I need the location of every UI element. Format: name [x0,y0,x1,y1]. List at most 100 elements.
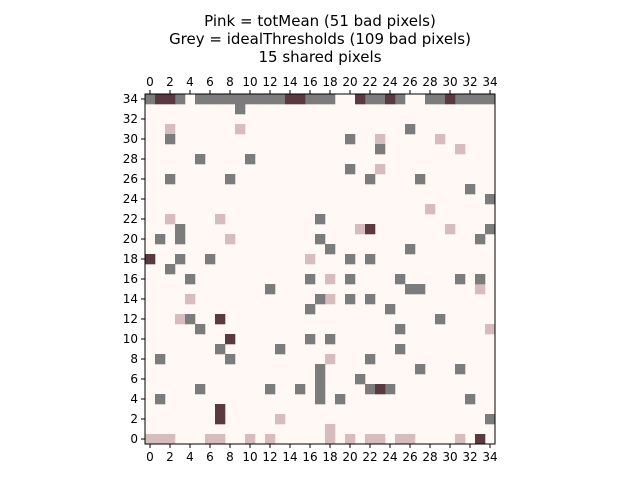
grey-bad-pixel [195,94,206,105]
pink-bad-pixel [325,294,336,305]
x-tick-label-bottom: 6 [206,450,214,464]
grey-bad-pixel [355,374,366,385]
x-tick-label-top: 12 [262,75,277,89]
shared-bad-pixel [215,414,226,425]
pink-bad-pixel [185,294,196,305]
pink-bad-pixel [215,214,226,225]
pink-bad-pixel [475,284,486,295]
x-tick-label-bottom: 12 [262,450,277,464]
y-tick-label: 32 [123,112,138,126]
pink-bad-pixel [375,164,386,175]
x-tick-label-bottom: 28 [422,450,437,464]
grey-bad-pixel [305,274,316,285]
grey-bad-pixel [465,394,476,405]
shared-bad-pixel [225,334,236,345]
grey-bad-pixel [395,274,406,285]
pink-bad-pixel [325,274,336,285]
y-tick-label: 4 [130,392,138,406]
grey-bad-pixel [395,344,406,355]
pink-bad-pixel [145,434,156,445]
y-tick-label: 30 [123,132,138,146]
x-tick-label-top: 2 [166,75,174,89]
grey-bad-pixel [315,394,326,405]
y-tick-label: 16 [123,272,138,286]
shared-bad-pixel [375,384,386,395]
x-tick-label-bottom: 30 [442,450,457,464]
pink-bad-pixel [445,224,456,235]
grey-bad-pixel [225,174,236,185]
grey-bad-pixel [415,174,426,185]
grey-bad-pixel [325,334,336,345]
grey-bad-pixel [345,164,356,175]
x-tick-label-bottom: 26 [402,450,417,464]
grey-bad-pixel [315,374,326,385]
grey-bad-pixel [315,294,326,305]
grey-bad-pixel [195,154,206,165]
grey-bad-pixel [175,94,186,105]
grey-bad-pixel [205,94,216,105]
pink-bad-pixel [325,434,336,445]
grey-bad-pixel [385,304,396,315]
grey-bad-pixel [365,254,376,265]
x-tick-label-bottom: 8 [226,450,234,464]
chart-title-line-3: 15 shared pixels [258,48,381,66]
grey-bad-pixel [305,334,316,345]
grey-bad-pixel [145,94,156,105]
grey-bad-pixel [215,344,226,355]
grey-bad-pixel [345,134,356,145]
x-tick-label-top: 30 [442,75,457,89]
grey-bad-pixel [335,394,346,405]
y-tick-label: 10 [123,332,138,346]
grey-bad-pixel [195,384,206,395]
pink-bad-pixel [425,204,436,215]
y-tick-label: 2 [130,412,138,426]
x-tick-label-bottom: 16 [302,450,317,464]
grey-bad-pixel [175,254,186,265]
grey-bad-pixel [155,234,166,245]
y-tick-label: 24 [123,192,138,206]
grey-bad-pixel [305,94,316,105]
grey-bad-pixel [315,234,326,245]
y-tick-label: 22 [123,212,138,226]
grey-bad-pixel [485,94,496,105]
y-tick-label: 14 [123,292,138,306]
shared-bad-pixel [475,434,486,445]
grey-bad-pixel [315,384,326,395]
plot-area [145,94,496,445]
grey-bad-pixel [345,294,356,305]
x-tick-label-bottom: 2 [166,450,174,464]
shared-bad-pixel [285,94,296,105]
pink-bad-pixel [245,434,256,445]
shared-bad-pixel [165,94,176,105]
grey-bad-pixel [485,414,496,425]
x-tick-label-top: 26 [402,75,417,89]
pink-bad-pixel [305,254,316,265]
grey-bad-pixel [405,284,416,295]
pink-bad-pixel [375,134,386,145]
pink-bad-pixel [435,134,446,145]
grey-bad-pixel [465,94,476,105]
x-tick-label-top: 10 [242,75,257,89]
grey-bad-pixel [345,274,356,285]
pink-bad-pixel [355,224,366,235]
shared-bad-pixel [145,254,156,265]
y-tick-label: 8 [130,352,138,366]
grey-bad-pixel [265,94,276,105]
shared-bad-pixel [445,94,456,105]
x-tick-label-top: 18 [322,75,337,89]
grey-bad-pixel [375,144,386,155]
grey-bad-pixel [365,94,376,105]
x-tick-label-bottom: 24 [382,450,397,464]
axes: 0022446688101012121414161618182020222224… [123,75,498,464]
x-tick-label-top: 8 [226,75,234,89]
pink-bad-pixel [155,434,166,445]
grey-bad-pixel [165,264,176,275]
grey-bad-pixel [365,354,376,365]
grey-bad-pixel [325,94,336,105]
pink-bad-pixel [455,144,466,155]
y-tick-label: 6 [130,372,138,386]
grey-bad-pixel [485,194,496,205]
grey-bad-pixel [475,234,486,245]
grey-bad-pixel [155,354,166,365]
grey-bad-pixel [175,224,186,235]
